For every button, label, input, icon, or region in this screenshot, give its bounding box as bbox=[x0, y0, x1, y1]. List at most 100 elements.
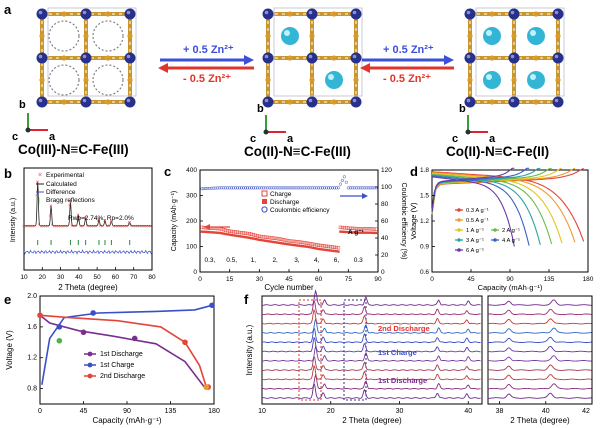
x-tick-label: 135 bbox=[165, 408, 177, 415]
charge-point bbox=[326, 244, 331, 249]
discharge-point bbox=[275, 241, 279, 244]
discharge-point bbox=[295, 244, 299, 247]
discharge-point bbox=[204, 230, 208, 234]
ce-point bbox=[214, 186, 218, 190]
ce-point bbox=[243, 186, 248, 190]
ce-point bbox=[289, 186, 293, 190]
metal-node bbox=[262, 96, 274, 108]
panel-f-ylabel: Intensity (a.u.) bbox=[245, 324, 254, 375]
discharge-point bbox=[317, 247, 320, 251]
ce-point bbox=[236, 186, 240, 190]
charge-point bbox=[245, 231, 250, 236]
experimental-point: × bbox=[53, 224, 56, 230]
ce-point bbox=[370, 186, 374, 190]
metal-node bbox=[306, 96, 318, 108]
axis-b-label: b bbox=[19, 99, 26, 111]
legend-rate-label: 2 A g⁻¹ bbox=[502, 228, 520, 234]
experimental-point: × bbox=[77, 216, 80, 222]
ce-point bbox=[265, 186, 269, 190]
charge-point bbox=[243, 231, 248, 235]
experimental-point: × bbox=[70, 223, 73, 229]
metal-node bbox=[306, 8, 318, 20]
experimental-peak: × bbox=[68, 200, 72, 206]
ce-point bbox=[295, 186, 299, 190]
zn-ion bbox=[483, 27, 501, 45]
difference-line bbox=[23, 249, 153, 255]
experimental-peak: × bbox=[36, 180, 40, 186]
metal-node bbox=[508, 8, 520, 20]
y-tick-label: 200 bbox=[186, 218, 197, 225]
experimental-peak: × bbox=[109, 219, 113, 225]
panel-b-plot-area: × × × × × ××× × × × ××× × × × × × × ××× × ××× ××× × × × ××× ××× ×… bbox=[22, 180, 153, 255]
experimental-point: × bbox=[127, 221, 130, 227]
ce-point bbox=[220, 186, 224, 190]
annot-2nd-discharge: 2nd Discharge bbox=[378, 324, 430, 333]
ce-point bbox=[253, 186, 257, 190]
discharge-point bbox=[368, 231, 372, 234]
ce-point bbox=[330, 186, 335, 190]
discharge-point bbox=[264, 239, 267, 242]
legend-1st-charge: 1st Charge bbox=[100, 362, 134, 369]
charge-point bbox=[220, 227, 224, 231]
xrd-pattern-zoom bbox=[487, 374, 592, 381]
experimental-point: × bbox=[83, 216, 86, 222]
metal-node-highlight bbox=[466, 54, 471, 59]
xrd-pattern bbox=[261, 299, 481, 316]
legend-marker bbox=[457, 248, 461, 252]
linker-atom bbox=[265, 77, 271, 83]
panel-f-frame-zoom bbox=[487, 295, 593, 405]
xrd-pattern-zoom bbox=[487, 383, 592, 390]
discharge-curve bbox=[431, 176, 515, 247]
panel-d-gcd-rates: d 0 45 90 135 180 0.6 0.9 1.2 1.5 1.8 Capacity (m… bbox=[409, 164, 594, 292]
x-tick-label: 30 bbox=[256, 276, 264, 283]
experimental-point: × bbox=[116, 224, 119, 230]
metal-node-highlight bbox=[510, 98, 515, 103]
ce-point bbox=[287, 186, 291, 190]
experimental-point: × bbox=[51, 222, 54, 228]
zn-ion bbox=[527, 27, 545, 45]
ce-point bbox=[368, 186, 372, 190]
discharge-point bbox=[222, 232, 225, 235]
metal-node bbox=[552, 8, 564, 20]
zn-ion-highlight bbox=[530, 30, 536, 36]
charge-point bbox=[241, 231, 246, 235]
experimental-point: × bbox=[114, 224, 117, 230]
y2-tick-label: 80 bbox=[381, 201, 389, 208]
ce-point bbox=[247, 186, 251, 190]
charge-point bbox=[200, 225, 204, 230]
discharge-point bbox=[234, 234, 237, 237]
charge-point bbox=[324, 244, 329, 248]
ce-point bbox=[245, 186, 250, 190]
panel-c-rate-unit: A g⁻¹ bbox=[348, 229, 364, 236]
discharge-point bbox=[250, 236, 253, 240]
panel-b-ylabel: Intensity (a.u.) bbox=[10, 198, 17, 242]
experimental-point: × bbox=[112, 224, 115, 230]
metal-node-highlight bbox=[126, 98, 131, 103]
experimental-point: × bbox=[123, 224, 126, 230]
y-tick-label: 1.2 bbox=[420, 218, 429, 225]
legend-rate-label: 1 A g⁻¹ bbox=[466, 228, 484, 234]
experimental-peak: × bbox=[97, 218, 101, 224]
zn-ion bbox=[325, 71, 343, 89]
experimental-point: × bbox=[59, 224, 62, 230]
ce-point bbox=[277, 186, 281, 190]
charge-point bbox=[224, 228, 228, 232]
x-tick-label: 45 bbox=[467, 276, 475, 283]
metal-node-highlight bbox=[352, 10, 357, 15]
zn-ion-highlight bbox=[284, 30, 290, 36]
metal-node bbox=[124, 8, 136, 20]
legend-2nd-discharge: 2nd Discharge bbox=[100, 373, 145, 380]
legend-marker bbox=[457, 208, 461, 212]
discharge-curve bbox=[431, 173, 553, 245]
discharge-point bbox=[351, 231, 354, 234]
experimental-point: × bbox=[110, 220, 113, 226]
metal-node-highlight bbox=[352, 54, 357, 59]
y2-tick-label: 100 bbox=[381, 184, 392, 191]
discharge-point bbox=[266, 239, 269, 243]
first-charge-marker bbox=[209, 302, 215, 309]
linker-atom bbox=[287, 11, 293, 17]
y-tick-label: 400 bbox=[186, 167, 197, 174]
ce-point bbox=[297, 186, 301, 190]
xrd-pattern-zoom bbox=[487, 308, 592, 316]
